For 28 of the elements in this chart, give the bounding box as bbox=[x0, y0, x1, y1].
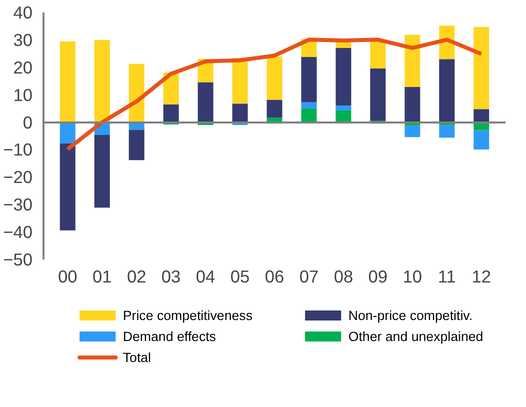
legend-label: Total bbox=[122, 350, 152, 365]
legend-label: Other and unexplained bbox=[348, 329, 484, 344]
y-tick-label: −50 bbox=[3, 250, 33, 270]
x-tick-label: 10 bbox=[402, 266, 422, 286]
y-tick-label: 20 bbox=[13, 57, 33, 78]
x-tick-label: 06 bbox=[264, 266, 284, 286]
x-tick-label: 07 bbox=[299, 266, 319, 286]
x-tick-label: 03 bbox=[161, 266, 181, 286]
x-tick-label: 09 bbox=[368, 266, 388, 286]
y-tick-label: −40 bbox=[3, 222, 33, 242]
y-tick-label: 30 bbox=[13, 30, 33, 50]
y-tick-label: −10 bbox=[3, 140, 33, 160]
legend-label: Non-price competitiv. bbox=[348, 308, 473, 323]
x-tick-label: 00 bbox=[58, 266, 78, 286]
x-tick-label: 04 bbox=[196, 266, 216, 286]
x-tick-label: 01 bbox=[92, 266, 112, 286]
y-tick-label: 10 bbox=[13, 84, 33, 105]
legend-label: Price competitiveness bbox=[122, 308, 253, 323]
x-tick-label: 11 bbox=[438, 266, 456, 286]
y-tick-label: −20 bbox=[3, 167, 33, 188]
y-tick-label: 0 bbox=[22, 112, 33, 132]
x-tick-label: 12 bbox=[472, 266, 492, 286]
x-tick-label: 08 bbox=[334, 266, 354, 286]
y-tick-label: −30 bbox=[3, 194, 33, 215]
y-tick-label: 40 bbox=[13, 2, 33, 22]
x-tick-label: 05 bbox=[230, 266, 250, 286]
legend-label: Demand effects bbox=[122, 329, 216, 344]
x-tick-label: 02 bbox=[126, 266, 146, 286]
